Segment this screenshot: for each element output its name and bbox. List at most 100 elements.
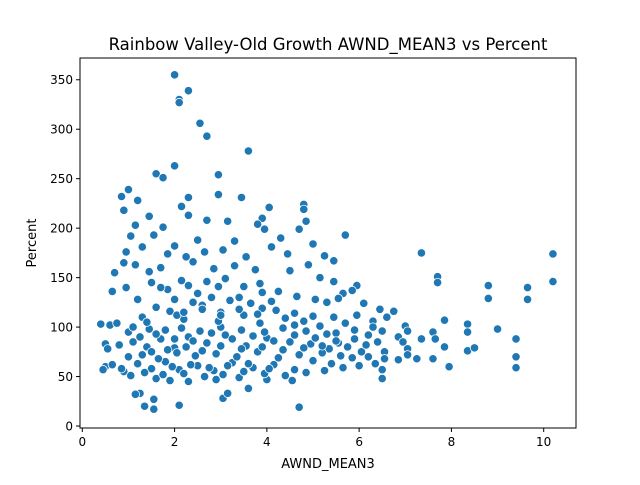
y-tick-label: 0 (65, 419, 73, 433)
data-point (133, 294, 143, 304)
data-point (301, 216, 311, 226)
data-point (354, 361, 364, 371)
data-point (195, 118, 205, 128)
data-point (174, 400, 184, 410)
data-point (257, 342, 267, 352)
data-point (183, 86, 194, 96)
data-point (96, 319, 106, 329)
data-point (308, 239, 318, 249)
data-point (430, 334, 440, 344)
data-point (278, 345, 288, 355)
data-point (356, 347, 367, 357)
data-point (223, 388, 233, 398)
data-point (349, 325, 360, 335)
data-point (239, 367, 249, 377)
data-point (156, 282, 166, 293)
data-point (402, 350, 413, 360)
data-point (158, 369, 168, 380)
data-point (195, 326, 205, 336)
data-point (151, 169, 161, 179)
data-point (361, 340, 371, 350)
data-point (121, 247, 131, 257)
data-point (266, 296, 277, 306)
data-point (216, 341, 226, 351)
data-point (439, 342, 450, 352)
data-point (359, 298, 369, 308)
data-point (331, 336, 341, 346)
data-point (137, 350, 147, 360)
data-point (169, 334, 180, 344)
data-point (329, 312, 339, 322)
y-axis: 0 50 100 150 200 250 300 350 (50, 73, 80, 433)
data-point (301, 367, 311, 378)
data-point (255, 278, 265, 289)
data-point (246, 298, 256, 308)
data-point (349, 334, 360, 344)
data-point (206, 292, 217, 303)
data-point (140, 367, 150, 378)
data-point (234, 304, 244, 314)
data-point (199, 371, 210, 382)
data-point (202, 215, 212, 225)
data-point (119, 258, 129, 268)
data-point (511, 334, 521, 344)
data-point (483, 293, 493, 303)
data-point (116, 191, 127, 202)
data-point (169, 161, 180, 171)
data-point (389, 306, 399, 316)
data-point (181, 252, 191, 262)
data-point (213, 170, 224, 180)
data-point (338, 363, 348, 373)
data-point (522, 282, 533, 293)
data-point (176, 201, 187, 211)
data-point (289, 330, 300, 340)
data-point (163, 345, 173, 355)
data-point (172, 348, 182, 358)
data-point (197, 304, 207, 314)
y-tick-label: 200 (50, 221, 73, 235)
data-point (326, 359, 337, 369)
data-point (469, 343, 480, 353)
data-point (264, 364, 274, 374)
data-point (379, 354, 390, 364)
data-point (183, 210, 194, 220)
data-point (257, 287, 267, 298)
data-point (123, 184, 134, 195)
data-point (511, 352, 521, 362)
data-point (186, 360, 196, 370)
data-point (218, 245, 228, 255)
data-point (462, 327, 473, 337)
data-point (285, 266, 295, 276)
data-point (372, 337, 383, 347)
data-point (176, 323, 187, 333)
data-point (234, 292, 244, 303)
data-point (236, 344, 247, 354)
data-point (128, 322, 138, 332)
data-point (416, 248, 427, 258)
data-point (151, 373, 161, 384)
data-point (149, 394, 159, 404)
data-point (126, 231, 136, 241)
data-point (278, 323, 288, 333)
data-point (511, 363, 521, 373)
data-point (220, 274, 230, 284)
data-point (197, 346, 207, 356)
data-point (146, 347, 157, 357)
data-point (236, 325, 247, 335)
data-point (114, 340, 124, 350)
y-tick-label: 150 (50, 271, 73, 285)
data-point (239, 281, 249, 292)
data-point (283, 249, 293, 259)
data-point (483, 280, 493, 291)
data-point (439, 315, 450, 325)
data-point (202, 131, 212, 141)
x-axis-label: AWND_MEAN3 (281, 457, 375, 472)
data-point (294, 402, 304, 412)
data-point (193, 288, 203, 299)
data-point (432, 277, 443, 288)
data-point (243, 383, 254, 394)
data-point (151, 302, 161, 312)
data-point (151, 329, 161, 339)
x-tick-label: 4 (263, 435, 271, 449)
data-point (402, 326, 413, 336)
